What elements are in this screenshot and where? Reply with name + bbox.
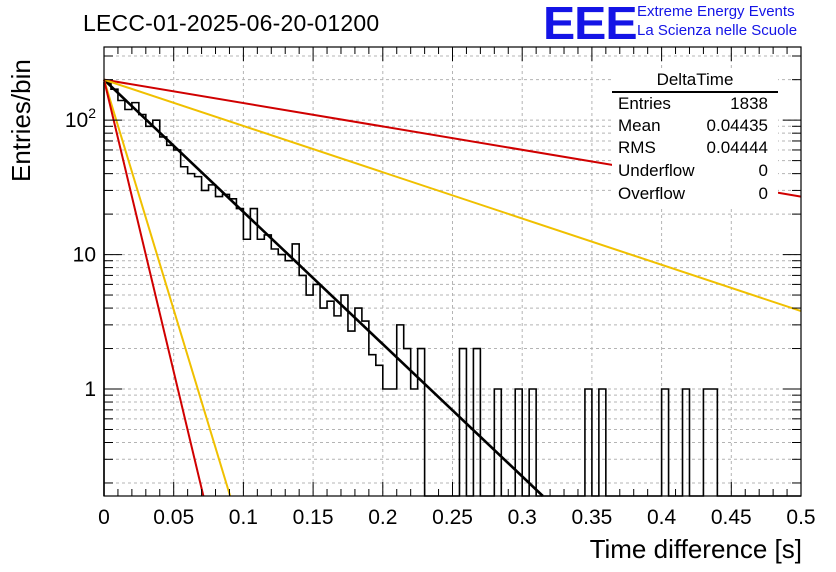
x-axis-label: Time difference [s]: [589, 534, 802, 564]
fit-line: [103, 78, 544, 497]
x-tick-label: 0.45: [711, 506, 752, 529]
x-tick-label: 0.5: [786, 506, 815, 529]
org-name: Extreme Energy Events: [637, 3, 795, 20]
stats-row-overflow: Overflow 0: [618, 184, 768, 206]
x-tick-label: 0.3: [508, 506, 537, 529]
fit-line: [103, 79, 232, 497]
stats-value: 0: [758, 161, 768, 180]
y-tick-label: 1: [84, 378, 96, 401]
fit-line: [103, 78, 802, 313]
x-tick-label: 0.2: [368, 506, 397, 529]
stats-value: 1838: [730, 94, 768, 113]
y-axis-label: Entries/bin: [6, 59, 36, 182]
x-tick-label: 0.1: [229, 506, 258, 529]
stats-row-mean: Mean 0.04435: [618, 116, 768, 138]
eee-logo: EEE: [543, 0, 638, 49]
stats-label: RMS: [618, 138, 656, 157]
fit-line: [103, 79, 205, 497]
stats-value: 0.04435: [706, 116, 768, 135]
stats-title: DeltaTime: [656, 70, 734, 89]
x-tick-label: 0.4: [647, 506, 677, 529]
stats-value: 0: [758, 184, 768, 203]
x-tick-label: 0.35: [571, 506, 612, 529]
stats-label: Mean: [618, 116, 661, 135]
y-tick-label: 102: [65, 105, 96, 132]
x-tick-label: 0.15: [293, 506, 334, 529]
stats-divider: [612, 91, 778, 93]
stats-label: Entries: [618, 94, 671, 113]
stats-row-underflow: Underflow 0: [618, 161, 768, 183]
stats-box: DeltaTime Entries 1838 Mean 0.04435 RMS …: [612, 68, 778, 208]
stats-value: 0.04444: [706, 138, 768, 157]
run-title: LECC-01-2025-06-20-01200: [83, 10, 380, 36]
org-subtitle: La Scienza nelle Scuole: [637, 22, 798, 39]
x-tick-label: 0.05: [153, 506, 194, 529]
stats-label: Overflow: [618, 184, 686, 203]
x-tick-label: 0: [98, 506, 110, 529]
stats-row-entries: Entries 1838: [618, 94, 768, 116]
x-tick-label: 0.25: [432, 506, 473, 529]
stats-row-rms: RMS 0.04444: [618, 138, 768, 160]
stats-label: Underflow: [618, 161, 695, 180]
y-tick-label: 10: [73, 244, 96, 267]
